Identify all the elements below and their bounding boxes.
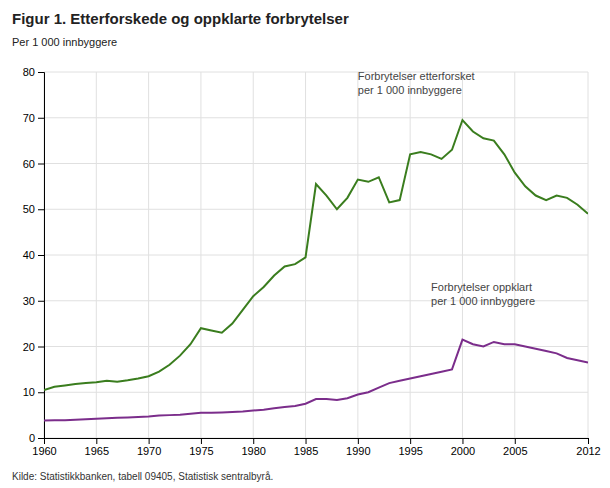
- tick-mark: [96, 438, 97, 444]
- tick-label: 80: [23, 66, 35, 78]
- series-line: [44, 340, 588, 421]
- tick-label: 1965: [85, 445, 109, 457]
- tick: 30: [23, 295, 44, 307]
- y-axis-title: Per 1 000 innbyggere: [12, 36, 117, 48]
- tick-mark: [38, 164, 44, 165]
- tick: 0: [29, 432, 44, 444]
- axis-line: [38, 73, 45, 439]
- grid-line-y: [44, 255, 588, 256]
- tick-mark: [38, 209, 44, 210]
- grid-line-y: [44, 209, 588, 210]
- tick-mark: [358, 438, 359, 444]
- grid-line-y: [44, 117, 588, 118]
- tick-label: 60: [23, 158, 35, 170]
- tick-mark: [38, 392, 44, 393]
- tick: 1975: [189, 438, 213, 457]
- tick: 1960: [32, 438, 56, 457]
- tick-label: 1975: [189, 445, 213, 457]
- tick-label: 1990: [346, 445, 370, 457]
- tick-label: 1970: [137, 445, 161, 457]
- grid-line-x: [148, 72, 149, 438]
- tick: 60: [23, 158, 44, 170]
- tick: 20: [23, 341, 44, 353]
- tick: 1980: [241, 438, 265, 457]
- tick: 80: [23, 66, 44, 78]
- tick-mark: [38, 438, 44, 439]
- tick-label: 40: [23, 249, 35, 261]
- tick-mark: [38, 118, 44, 119]
- grid-line-x: [462, 72, 463, 438]
- tick-label: 10: [23, 386, 35, 398]
- grid: [44, 72, 588, 438]
- tick: 1970: [137, 438, 161, 457]
- tick-label: 1960: [32, 445, 56, 457]
- tick-mark: [38, 347, 44, 348]
- tick: 1995: [398, 438, 422, 457]
- tick-label: 1995: [398, 445, 422, 457]
- series-line: [44, 120, 588, 390]
- grid-line-x: [357, 72, 358, 438]
- tick-label: 20: [23, 341, 35, 353]
- grid-line-x: [588, 72, 589, 438]
- annotation: Forbrytelser etterforsketper 1 000 innby…: [358, 70, 475, 96]
- grid-line-x: [253, 72, 254, 438]
- axis-line: [45, 439, 589, 445]
- grid-line-x: [200, 72, 201, 438]
- annotation: Forbrytelser oppklartper 1 000 innbygger…: [431, 281, 535, 307]
- title: Figur 1. Etterforskede og oppklarte forb…: [12, 10, 349, 27]
- y-axis: 0 10 20 30 40 50 60 70 80: [23, 66, 45, 444]
- grid-line-y: [44, 72, 588, 73]
- tick-mark: [462, 438, 463, 444]
- tick-label: 70: [23, 112, 35, 124]
- tick-mark: [515, 438, 516, 444]
- tick-label: 1980: [241, 445, 265, 457]
- tick-label: 30: [23, 295, 35, 307]
- tick: 2000: [451, 438, 475, 457]
- tick: 1985: [294, 438, 318, 457]
- x-axis: 1960 1965 1970 1975 1980 1985 1990 1995 2000 2005…: [32, 438, 600, 457]
- tick-label: 1985: [294, 445, 318, 457]
- footnote: Kilde: Statistikkbanken, tabell 09405, S…: [12, 471, 273, 482]
- tick-mark: [38, 255, 44, 256]
- chart: 1960196519701975198019851990199520002005…: [0, 0, 610, 488]
- tick-mark: [410, 438, 411, 444]
- tick-label: 2005: [503, 445, 527, 457]
- tick: 40: [23, 249, 44, 261]
- tick: 2012: [576, 438, 600, 457]
- tick-mark: [201, 438, 202, 444]
- grid-line-x: [410, 72, 411, 438]
- tick: 1965: [85, 438, 109, 457]
- tick-mark: [38, 72, 44, 73]
- lines: [44, 120, 588, 421]
- tick-mark: [38, 301, 44, 302]
- annotations: Forbrytelser etterforsketper 1 000 innby…: [358, 70, 535, 306]
- tick: 10: [23, 386, 44, 398]
- tick-label: 50: [23, 203, 35, 215]
- grid-line-x: [514, 72, 515, 438]
- tick-mark: [588, 438, 589, 444]
- grid-line-y: [44, 392, 588, 393]
- plot-area: 1960196519701975198019851990199520002005…: [23, 66, 601, 457]
- tick-label: 2000: [451, 445, 475, 457]
- grid-line-y: [44, 346, 588, 347]
- tick-mark: [306, 438, 307, 444]
- tick: 1990: [346, 438, 370, 457]
- tick-label: 0: [29, 432, 35, 444]
- tick: 70: [23, 112, 44, 124]
- tick: 50: [23, 203, 44, 215]
- tick-mark: [149, 438, 150, 444]
- tick: 2005: [503, 438, 527, 457]
- tick-label: 2012: [576, 445, 600, 457]
- grid-line-y: [44, 163, 588, 164]
- tick-mark: [253, 438, 254, 444]
